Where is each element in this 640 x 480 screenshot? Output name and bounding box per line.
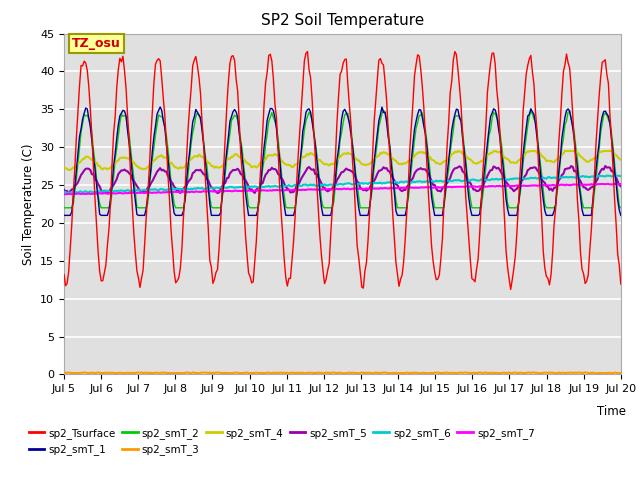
sp2_smT_3	[244, 370, 252, 376]
sp2_smT_6	[305, 182, 313, 188]
Line: sp2_smT_6: sp2_smT_6	[64, 176, 621, 193]
sp2_smT_4	[617, 157, 625, 163]
Line: sp2_Tsurface: sp2_Tsurface	[64, 51, 621, 289]
sp2_smT_1	[129, 171, 136, 177]
sp2_Tsurface	[507, 287, 515, 292]
sp2_smT_2	[60, 205, 68, 211]
sp2_smT_1	[255, 190, 263, 195]
sp2_smT_6	[228, 184, 236, 190]
Text: Time: Time	[597, 405, 627, 418]
sp2_smT_6	[588, 174, 595, 180]
sp2_smT_4	[65, 167, 72, 173]
sp2_smT_7	[588, 181, 595, 187]
sp2_smT_7	[228, 188, 236, 194]
sp2_smT_1	[60, 213, 68, 218]
sp2_smT_5	[305, 164, 313, 170]
sp2_smT_6	[60, 189, 68, 195]
Line: sp2_smT_2: sp2_smT_2	[64, 110, 621, 208]
sp2_Tsurface	[589, 201, 596, 206]
sp2_smT_1	[246, 213, 254, 218]
sp2_smT_3	[589, 370, 596, 375]
sp2_smT_7	[60, 191, 68, 197]
sp2_smT_1	[305, 106, 313, 112]
sp2_smT_5	[255, 185, 263, 191]
sp2_Tsurface	[60, 272, 68, 277]
sp2_smT_2	[226, 131, 234, 136]
sp2_smT_4	[228, 154, 236, 160]
sp2_smT_5	[228, 169, 236, 175]
sp2_smT_7	[255, 187, 263, 193]
Line: sp2_smT_1: sp2_smT_1	[64, 107, 621, 216]
sp2_smT_3	[226, 370, 234, 376]
sp2_Tsurface	[254, 209, 262, 215]
sp2_smT_3	[617, 370, 625, 376]
sp2_smT_3	[303, 370, 311, 376]
Text: TZ_osu: TZ_osu	[72, 37, 121, 50]
sp2_smT_5	[617, 183, 625, 189]
Line: sp2_smT_3: sp2_smT_3	[64, 372, 621, 373]
sp2_Tsurface	[617, 281, 625, 287]
sp2_smT_4	[305, 152, 313, 158]
sp2_smT_7	[246, 188, 254, 193]
sp2_smT_3	[60, 370, 68, 376]
sp2_smT_2	[588, 205, 595, 211]
sp2_smT_7	[611, 181, 618, 187]
Title: SP2 Soil Temperature: SP2 Soil Temperature	[260, 13, 424, 28]
sp2_smT_2	[129, 161, 136, 167]
Line: sp2_smT_7: sp2_smT_7	[64, 184, 621, 194]
Y-axis label: Soil Temperature (C): Soil Temperature (C)	[22, 143, 35, 265]
sp2_Tsurface	[226, 60, 234, 66]
sp2_smT_7	[130, 190, 138, 195]
sp2_smT_1	[228, 114, 236, 120]
sp2_smT_5	[246, 187, 254, 193]
sp2_smT_2	[380, 107, 387, 113]
sp2_smT_1	[617, 213, 625, 218]
sp2_smT_4	[246, 162, 254, 168]
sp2_smT_2	[254, 205, 262, 211]
sp2_smT_5	[588, 184, 595, 190]
sp2_smT_1	[156, 104, 164, 110]
sp2_Tsurface	[303, 48, 311, 54]
sp2_smT_2	[617, 205, 625, 211]
sp2_smT_7	[61, 192, 69, 197]
sp2_smT_1	[588, 213, 595, 218]
sp2_smT_5	[130, 178, 138, 184]
sp2_smT_4	[589, 156, 596, 162]
sp2_Tsurface	[244, 270, 252, 276]
sp2_smT_2	[303, 113, 311, 119]
sp2_Tsurface	[305, 67, 313, 72]
sp2_smT_6	[255, 184, 263, 190]
sp2_smT_4	[454, 148, 462, 154]
sp2_smT_3	[129, 370, 136, 376]
Line: sp2_smT_5: sp2_smT_5	[64, 166, 621, 193]
sp2_smT_6	[617, 173, 625, 179]
sp2_Tsurface	[129, 204, 136, 209]
sp2_smT_4	[255, 161, 263, 167]
sp2_smT_3	[581, 370, 589, 375]
sp2_smT_4	[130, 159, 138, 165]
sp2_smT_7	[617, 181, 625, 187]
sp2_smT_5	[104, 191, 111, 196]
sp2_smT_5	[602, 163, 609, 169]
Legend: sp2_Tsurface, sp2_smT_1, sp2_smT_2, sp2_smT_3, sp2_smT_4, sp2_smT_5, sp2_smT_6, : sp2_Tsurface, sp2_smT_1, sp2_smT_2, sp2_…	[25, 424, 539, 459]
sp2_smT_6	[63, 190, 71, 196]
sp2_smT_6	[246, 184, 254, 190]
sp2_smT_3	[254, 370, 262, 376]
sp2_smT_3	[535, 371, 543, 376]
sp2_smT_7	[305, 186, 313, 192]
sp2_smT_6	[130, 187, 138, 193]
sp2_smT_4	[60, 165, 68, 170]
sp2_smT_5	[60, 187, 68, 193]
sp2_smT_2	[244, 204, 252, 209]
sp2_smT_6	[611, 173, 618, 179]
Line: sp2_smT_4: sp2_smT_4	[64, 151, 621, 170]
